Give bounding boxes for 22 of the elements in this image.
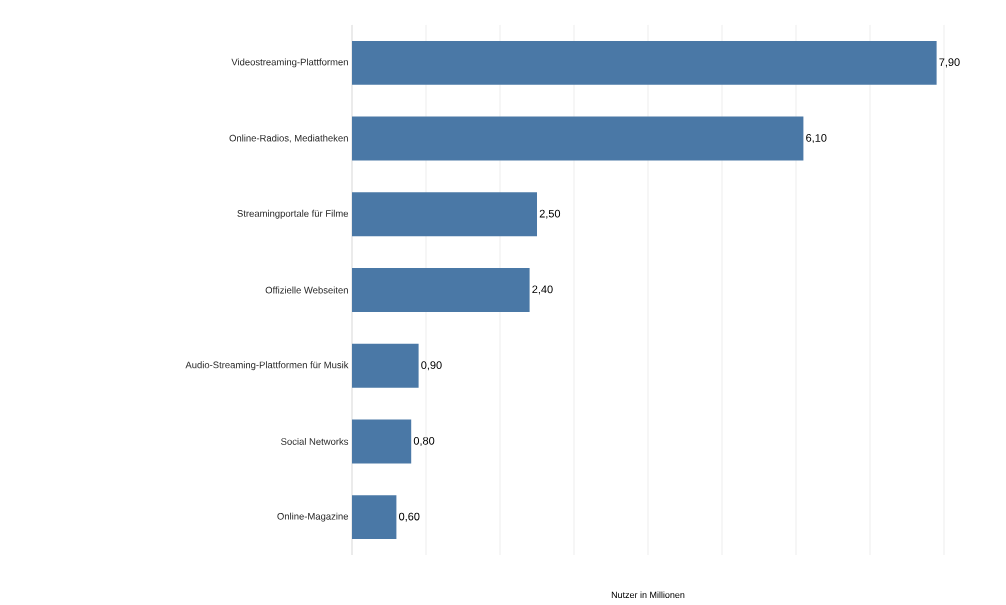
y-tick-label: Online-Magazine [277,512,349,522]
bar [352,116,804,161]
y-tick-label: Online-Radios, Mediatheken [229,134,348,143]
data-label: 0,90 [421,361,442,371]
bar [352,268,530,312]
bar [352,192,537,237]
y-tick-label: Audio-Streaming-Plattformen für Musik [185,361,349,371]
data-label: 2,40 [532,285,553,295]
bar [352,40,937,85]
bar [352,495,397,540]
y-tick-label: Social Networks [281,437,349,445]
y-tick-label: Videostreaming-Plattformen [231,58,348,68]
data-label: 0,80 [413,436,435,446]
data-label: 2,50 [539,209,561,219]
y-tick-label: Offizielle Webseiten [265,286,348,294]
data-label: 6,10 [806,134,827,144]
data-label: 0,60 [399,512,420,522]
x-axis-title: Nutzer in Millionen [611,591,685,599]
bar [352,419,412,464]
data-label: 7,90 [939,58,960,68]
bar [352,343,419,388]
y-tick-label: Streamingportale für Filme [237,209,349,219]
